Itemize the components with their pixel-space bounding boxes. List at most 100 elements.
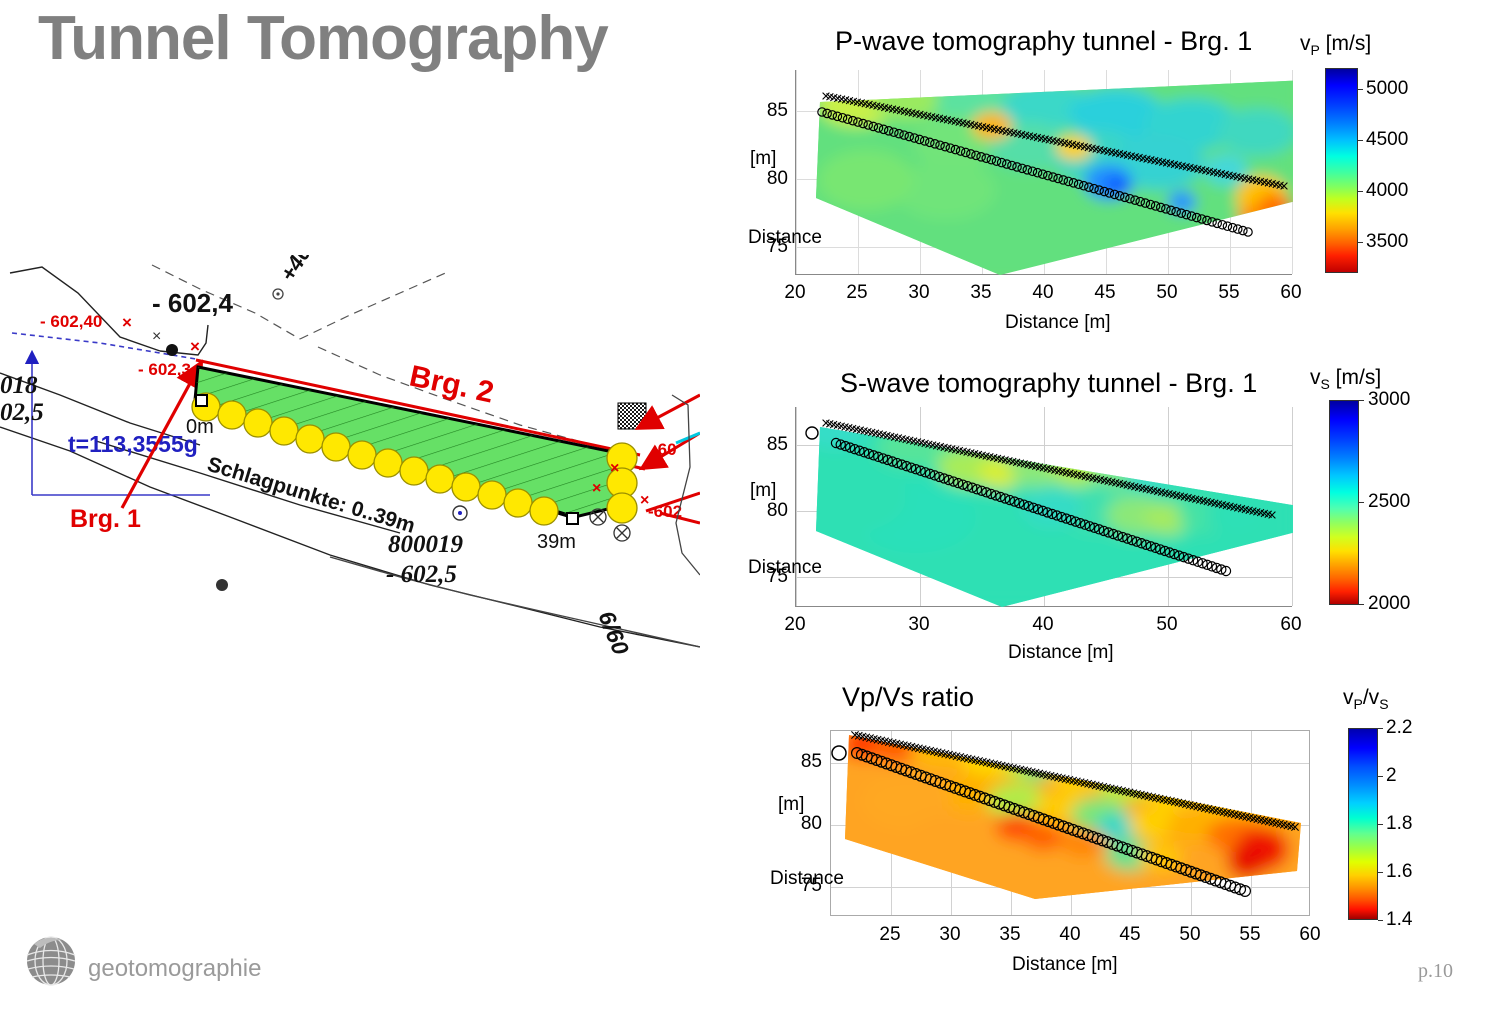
p-wave-cbtick-1: 4500 [1366, 129, 1409, 150]
vpvs-ytick-75: 75 [800, 875, 822, 896]
p-wave-cbtick-3: 3500 [1366, 231, 1409, 252]
map-label-angle: t=113,3555g [68, 431, 198, 457]
p-wave-xtick-8: 60 [1280, 282, 1302, 303]
svg-text:×: × [640, 492, 649, 509]
p-wave-ylabel: [m] [750, 148, 777, 169]
s-wave-cbtick-0: 3000 [1368, 389, 1411, 410]
cb-sub: P [1310, 42, 1320, 59]
map-label-60233: - 602,3 [138, 360, 191, 379]
map-label-brg2: Brg. 2 [407, 360, 497, 410]
p-wave-ytick-85: 85 [766, 100, 788, 121]
vpvs-ylabel-overlay: Distance [770, 868, 844, 889]
map-label-60-right: -60 [652, 440, 677, 459]
s-wave-cbtick-2: 2000 [1368, 593, 1411, 614]
svg-text:×: × [610, 460, 619, 477]
s-wave-ylabel: [m] [750, 480, 777, 501]
p-wave-ylabel-overlay: Distance [748, 227, 822, 248]
map-label-6025: - 602,5 [386, 561, 457, 588]
s-wave-xtick-1: 30 [908, 614, 930, 635]
cb-var: v [1310, 366, 1321, 389]
s-wave-tomogram [805, 419, 1293, 607]
vpvs-cbtick-2: 1.8 [1386, 813, 1413, 834]
vpvs-xtick-3: 40 [1059, 924, 1081, 945]
p-wave-xtick-6: 50 [1156, 282, 1178, 303]
p-wave-xtick-1: 25 [846, 282, 868, 303]
p-wave-ytick-80: 80 [766, 168, 788, 189]
vpvs-xtick-4: 45 [1119, 924, 1141, 945]
cb-unit: [m/s] [1319, 32, 1372, 55]
svg-text:×: × [122, 313, 132, 332]
s-wave-plot: S-wave tomography tunnel - Brg. 1 vS [m/… [740, 352, 1499, 672]
cb-var: v [1343, 686, 1354, 709]
map-label-602-right: -602 [648, 502, 682, 521]
vpvs-tomogram [831, 731, 1301, 899]
p-wave-tomogram [816, 80, 1293, 275]
p-wave-title: P-wave tomography tunnel - Brg. 1 [835, 26, 1253, 56]
map-label-pointid: 800019 [388, 531, 464, 558]
map-label-018: 018 [0, 372, 38, 399]
svg-text:×: × [152, 328, 161, 345]
vpvs-xtick-2: 35 [999, 924, 1021, 945]
tunnel-site-map: +400 - 602,40 × - 602,4 × × - 602,3 018 … [0, 255, 700, 665]
s-wave-title: S-wave tomography tunnel - Brg. 1 [840, 368, 1258, 398]
s-wave-xlabel: Distance [m] [1008, 642, 1114, 663]
vpvs-xtick-5: 50 [1179, 924, 1201, 945]
p-wave-xlabel: Distance [m] [1005, 312, 1111, 333]
p-wave-cbtick-0: 5000 [1366, 78, 1409, 99]
brand-name: geotomographie [88, 955, 262, 982]
s-wave-colorbar-title: vS [m/s] [1310, 366, 1381, 392]
vpvs-cbtick-3: 1.6 [1386, 861, 1413, 882]
s-wave-ylabel-overlay: Distance [748, 557, 822, 578]
cb-unit: [m/s] [1329, 366, 1382, 389]
s-wave-axes [795, 407, 1293, 607]
p-wave-cbtick-2: 4000 [1366, 180, 1409, 201]
geotomographie-logo-icon [22, 930, 80, 993]
cb-sub: S [1320, 376, 1330, 393]
vpvs-plot: Vp/Vs ratio vP/vS [740, 672, 1499, 1002]
cb-sub: P [1353, 696, 1363, 713]
map-label-brg1: Brg. 1 [70, 505, 141, 533]
shotpoint-row [191, 392, 559, 526]
vpvs-xtick-0: 25 [879, 924, 901, 945]
vpvs-xtick-6: 55 [1239, 924, 1261, 945]
p-wave-xtick-7: 55 [1218, 282, 1240, 303]
cb-var2: /v [1362, 686, 1380, 709]
svg-text:×: × [592, 480, 601, 497]
s-wave-xtick-2: 40 [1032, 614, 1054, 635]
p-wave-xtick-2: 30 [908, 282, 930, 303]
s-wave-xtick-4: 60 [1280, 614, 1302, 635]
p-wave-axes [795, 70, 1293, 275]
map-label-6024: - 602,4 [152, 288, 233, 318]
p-wave-colorbar-title: vP [m/s] [1300, 32, 1371, 58]
vpvs-ytick-85: 85 [800, 751, 822, 772]
vpvs-colorbar-title: vP/vS [1343, 686, 1389, 712]
vpvs-ytick-80: 80 [800, 813, 822, 834]
p-wave-plot: P-wave tomography tunnel - Brg. 1 vP [m/… [740, 10, 1499, 340]
p-wave-xtick-0: 20 [784, 282, 806, 303]
s-wave-cbtick-1: 2500 [1368, 491, 1411, 512]
vpvs-cbtick-0: 2.2 [1386, 717, 1413, 738]
cb-var: v [1300, 32, 1311, 55]
p-wave-xtick-4: 40 [1032, 282, 1054, 303]
s-wave-ytick-75: 75 [766, 566, 788, 587]
vpvs-cbtick-1: 2 [1386, 765, 1397, 786]
map-label-660: 6/60 [593, 607, 634, 658]
vpvs-axes [830, 730, 1310, 916]
s-wave-xtick-0: 20 [784, 614, 806, 635]
s-wave-colorbar [1329, 400, 1359, 605]
s-wave-ytick-85: 85 [766, 434, 788, 455]
vpvs-xtick-1: 30 [939, 924, 961, 945]
vpvs-ylabel: [m] [778, 794, 805, 815]
p-wave-xtick-3: 35 [970, 282, 992, 303]
vpvs-title: Vp/Vs ratio [842, 682, 975, 712]
map-label-0255: 02,5 [0, 399, 44, 426]
svg-text:×: × [190, 337, 200, 356]
vpvs-xtick-7: 60 [1299, 924, 1321, 945]
vpvs-cbtick-4: 1.4 [1386, 909, 1413, 930]
map-label-39m: 39m [537, 531, 576, 553]
s-wave-xtick-3: 50 [1156, 614, 1178, 635]
s-wave-ytick-80: 80 [766, 500, 788, 521]
map-label-plus400: +400 [275, 255, 323, 286]
vpvs-colorbar [1348, 728, 1378, 920]
map-label-60240: - 602,40 [40, 312, 102, 331]
